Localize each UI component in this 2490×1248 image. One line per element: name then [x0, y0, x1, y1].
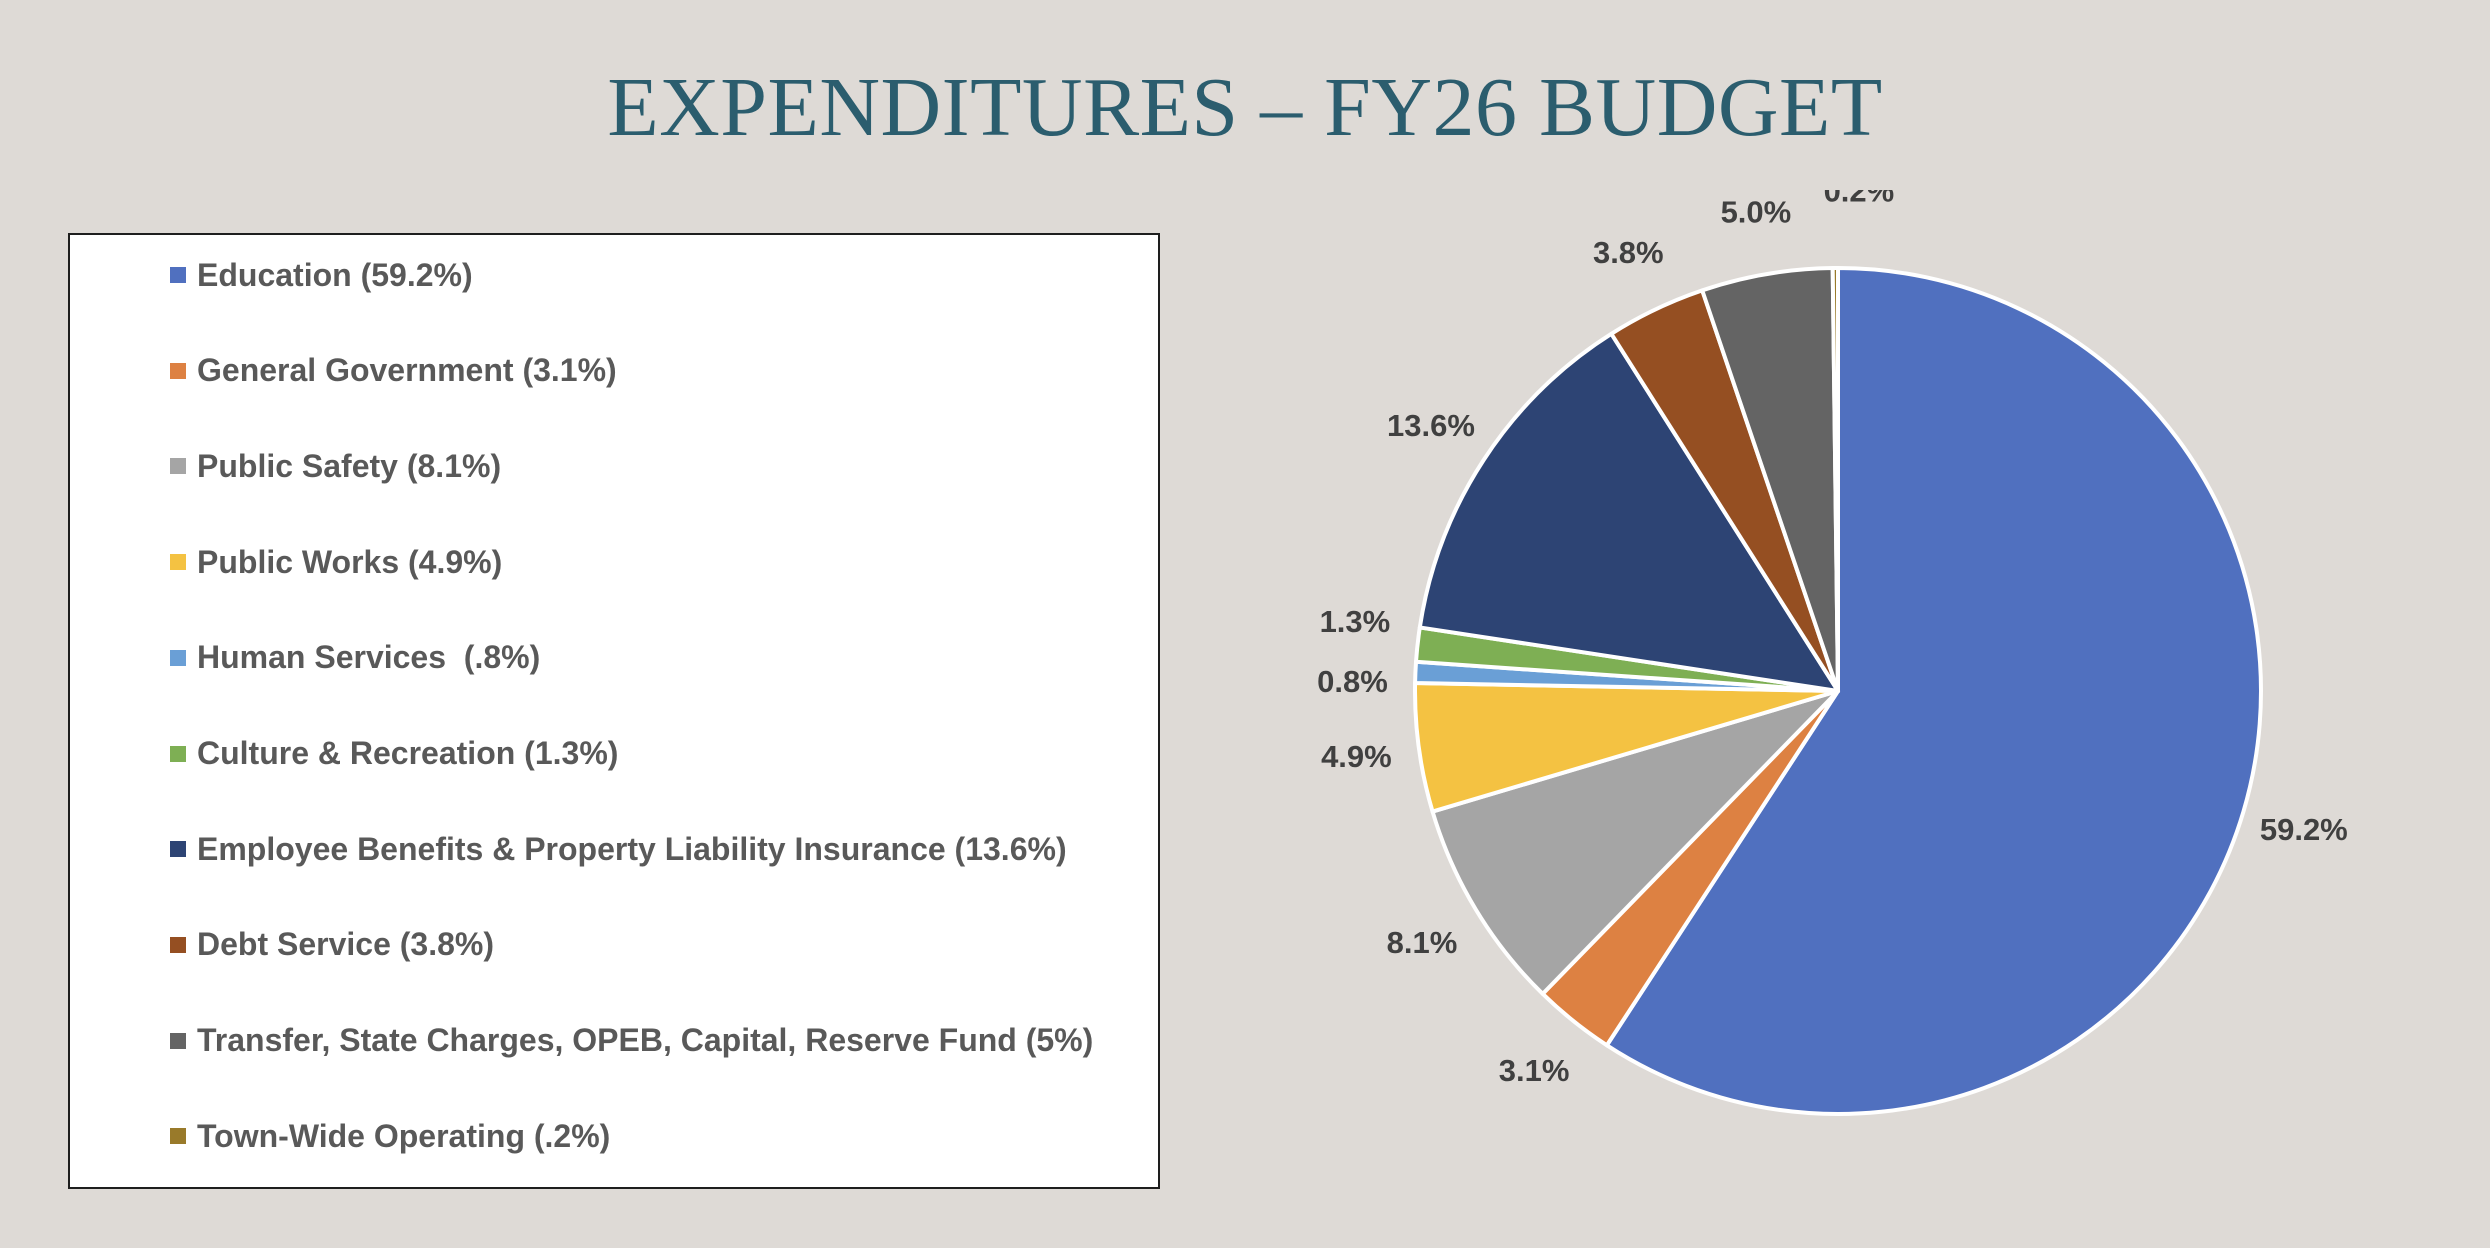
pie-slices: [1413, 266, 2263, 1116]
data-label-human-services: 0.8%: [1317, 664, 1388, 699]
data-label-public-works: 4.9%: [1321, 739, 1392, 774]
data-label-general-government: 3.1%: [1499, 1053, 1570, 1088]
chart-title: EXPENDITURES – FY26 BUDGET: [607, 61, 1883, 154]
pie-slice-employee-benefits-and-property-liability-insurance: [1417, 331, 1840, 693]
legend-label: Human Services (.8%): [197, 639, 541, 676]
pie-slice-education: [1604, 266, 2263, 1116]
legend-swatch: [170, 649, 186, 666]
pie-slice-town-wide-operating: [1830, 266, 1840, 693]
legend-label: Education (59.2%): [197, 256, 473, 293]
legend-swatch: [170, 1032, 186, 1049]
pie-chart: 59.2% 3.1% 8.1% 4.9% 0.8% 1.3% 13.6% 3.8% 5.0% 0.…: [1317, 190, 2348, 1116]
legend-item-transfer-state-charges-opeb-capital-reserve-fund: Transfer, State Charges, OPEB, Capital, …: [170, 1017, 1093, 1065]
legend-item-culture-and-recreation: Culture & Recreation (1.3%): [170, 730, 618, 778]
legend-swatch: [170, 1128, 186, 1145]
legend-label: General Government (3.1%): [197, 352, 617, 389]
data-label-town-wide-operating: 0.2%: [1824, 190, 1895, 209]
legend-swatch: [170, 362, 186, 379]
legend-label: Culture & Recreation (1.3%): [197, 735, 619, 771]
legend-swatch: [170, 554, 186, 571]
legend-item-public-works: Public Works (4.9%): [170, 538, 502, 586]
data-label-debt-service: 3.8%: [1593, 235, 1664, 270]
legend-item-debt-service: Debt Service (3.8%): [170, 921, 494, 969]
legend-swatch: [170, 745, 186, 762]
data-label-employee-benefits-and-property-liability-insurance: 13.6%: [1387, 408, 1475, 443]
legend-swatch: [170, 458, 186, 475]
legend-label: Public Safety (8.1%): [197, 447, 502, 484]
legend-item-education: Education (59.2%): [170, 251, 473, 299]
legend-item-employee-benefits-and-property-liability-insurance: Employee Benefits & Property Liability I…: [170, 825, 1067, 873]
legend-item-public-safety: Public Safety (8.1%): [170, 442, 501, 490]
legend-label: Public Works (4.9%): [197, 543, 503, 580]
legend-label: Transfer, State Charges, OPEB, Capital, …: [197, 1022, 1094, 1059]
legend-label: Debt Service (3.8%): [197, 926, 495, 963]
legend-swatch: [170, 267, 186, 283]
legend-item-general-government: General Government (3.1%): [170, 347, 617, 395]
legend-label: Employee Benefits & Property Liability I…: [197, 830, 1067, 867]
legend-swatch: [170, 936, 186, 953]
chart-legend: Education (59.2%) General Government (3.1…: [68, 233, 1160, 1189]
pie-data-labels: 59.2% 3.1% 8.1% 4.9% 0.8% 1.3% 13.6% 3.8% 5.0% 0.…: [1317, 190, 2348, 1088]
pie-slice-public-safety: [1430, 689, 1840, 996]
data-label-transfer-state-charges-opeb-capital-reserve-fund: 5.0%: [1721, 195, 1792, 230]
legend-item-town-wide-operating: Town-Wide Operating (.2%): [170, 1112, 610, 1160]
legend-item-human-services: Human Services (.8%): [170, 634, 540, 682]
data-label-culture-and-recreation: 1.3%: [1320, 604, 1391, 639]
legend-label: Town-Wide Operating (.2%): [197, 1117, 611, 1154]
legend-swatch: [170, 841, 186, 858]
data-label-education: 59.2%: [2260, 812, 2348, 847]
data-label-public-safety: 8.1%: [1387, 925, 1458, 960]
